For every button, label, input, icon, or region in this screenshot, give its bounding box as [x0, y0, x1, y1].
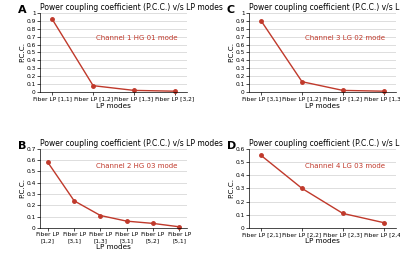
Text: Power coupling coefficient (P.C.C.) v/s LP Modes: Power coupling coefficient (P.C.C.) v/s … [249, 3, 400, 12]
Y-axis label: P.C.C.: P.C.C. [19, 42, 25, 62]
Text: Power coupling coefficient (P.C.C.) v/s LP modes: Power coupling coefficient (P.C.C.) v/s … [249, 139, 400, 148]
X-axis label: LP modes: LP modes [96, 244, 131, 250]
Text: B: B [18, 141, 26, 151]
Text: C: C [227, 5, 235, 15]
Text: A: A [18, 5, 26, 15]
X-axis label: LP modes: LP modes [96, 103, 131, 109]
Text: Channel 4 LG 03 mode: Channel 4 LG 03 mode [305, 163, 385, 169]
Text: Power coupling coefficient (P.C.C.) v/s LP modes: Power coupling coefficient (P.C.C.) v/s … [40, 3, 223, 12]
Text: D: D [227, 141, 236, 151]
Text: Channel 1 HG 01 mode: Channel 1 HG 01 mode [96, 35, 178, 41]
X-axis label: LP modes: LP modes [305, 239, 340, 244]
Text: Power coupling coefficient (P.C.C.) v/s LP modes: Power coupling coefficient (P.C.C.) v/s … [40, 139, 223, 148]
X-axis label: LP modes: LP modes [305, 103, 340, 109]
Y-axis label: P.C.C.: P.C.C. [19, 178, 25, 198]
Y-axis label: P.C.C.: P.C.C. [228, 42, 234, 62]
Text: Channel 2 HG 03 mode: Channel 2 HG 03 mode [96, 163, 177, 169]
Text: Channel 3 LG 02 mode: Channel 3 LG 02 mode [305, 35, 385, 41]
Y-axis label: P.C.C.: P.C.C. [228, 178, 234, 198]
